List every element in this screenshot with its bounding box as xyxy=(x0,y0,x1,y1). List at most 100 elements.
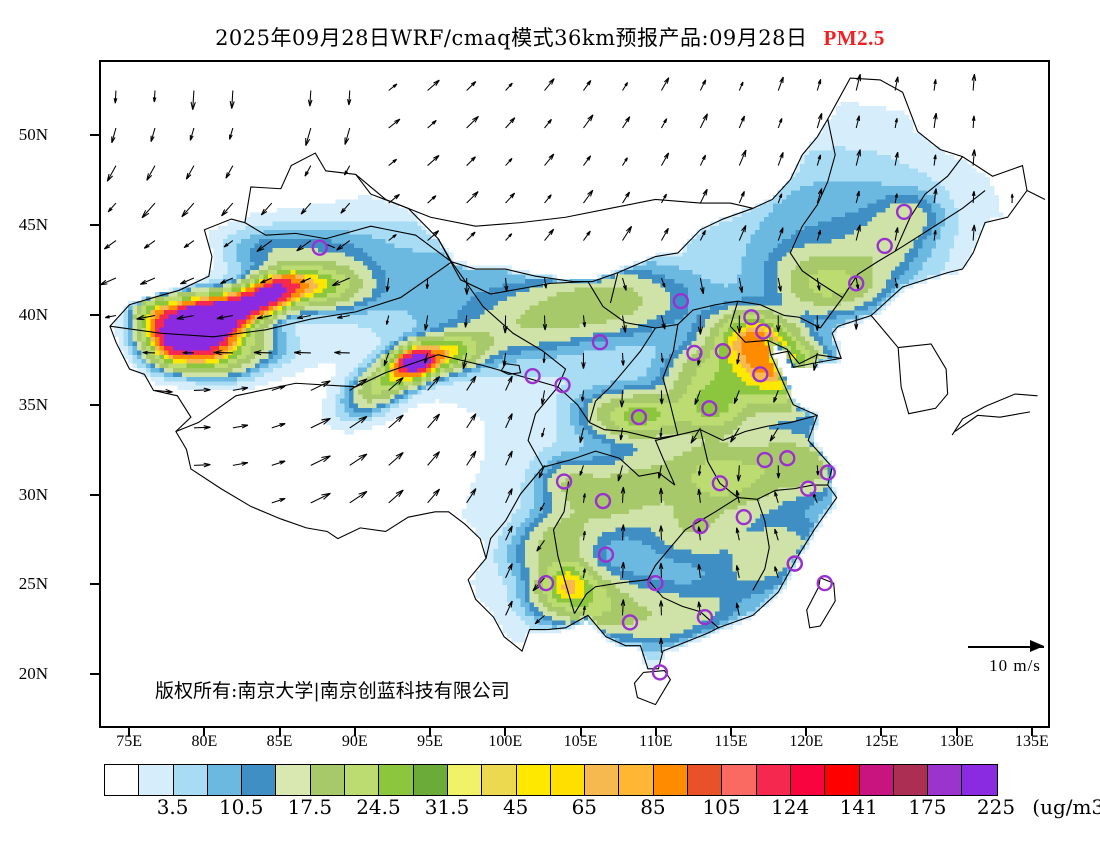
wind-vector xyxy=(101,277,117,286)
city-station-marker[interactable] xyxy=(735,509,752,526)
wind-vector xyxy=(816,112,823,129)
x-axis-tick-mark xyxy=(729,728,732,736)
city-station-marker[interactable] xyxy=(756,451,773,469)
wind-vector xyxy=(300,277,312,283)
city-station-marker[interactable] xyxy=(714,343,732,360)
wind-vector xyxy=(232,461,249,466)
colorbar-segment xyxy=(242,765,277,795)
city-station-marker[interactable] xyxy=(779,450,796,467)
city-station-marker[interactable] xyxy=(755,323,772,340)
wind-vector xyxy=(854,315,859,330)
wind-vector xyxy=(427,376,441,391)
city-station-marker[interactable] xyxy=(621,614,639,631)
wind-vector xyxy=(466,191,479,204)
wind-vector xyxy=(388,83,398,91)
wind-vector xyxy=(505,450,513,466)
x-axis-tick-mark xyxy=(955,728,958,736)
wind-vector xyxy=(104,314,117,319)
city-station-marker[interactable] xyxy=(591,334,609,351)
wind-vector xyxy=(736,315,742,334)
wind-vector xyxy=(232,386,249,391)
city-station-marker[interactable] xyxy=(524,367,541,385)
city-station-marker[interactable] xyxy=(630,409,648,426)
x-axis-tick-label: 105E xyxy=(563,733,598,750)
wind-vector xyxy=(536,540,545,552)
wind-vector xyxy=(260,202,273,216)
x-axis-tick-label: 130E xyxy=(939,733,974,750)
city-station-marker[interactable] xyxy=(701,400,718,417)
colorbar-tick-label: 31.5 xyxy=(424,795,470,819)
wind-vector xyxy=(620,486,626,503)
city-station-marker[interactable] xyxy=(848,275,865,292)
boundary-line xyxy=(662,300,738,436)
wind-vector xyxy=(660,227,669,241)
colorbar[interactable] xyxy=(104,764,998,796)
x-axis-tick-mark xyxy=(504,728,507,736)
wind-vector xyxy=(540,390,546,405)
wind-vector xyxy=(505,233,513,241)
city-station-marker[interactable] xyxy=(692,517,709,535)
colorbar-segment xyxy=(585,765,620,795)
y-axis-tick-label: 40N xyxy=(18,304,48,324)
city-station-marker[interactable] xyxy=(895,203,913,221)
wind-vector xyxy=(777,227,784,241)
city-station-marker[interactable] xyxy=(686,344,703,362)
city-station-marker[interactable] xyxy=(752,366,769,383)
wind-vector xyxy=(580,390,585,402)
city-station-marker[interactable] xyxy=(800,480,817,497)
city-station-marker[interactable] xyxy=(651,664,669,681)
wind-vector xyxy=(735,565,740,579)
city-station-marker[interactable] xyxy=(819,464,836,481)
colorbar-segment xyxy=(482,765,517,795)
map-plot-frame[interactable] xyxy=(99,60,1050,728)
boundary-line xyxy=(951,393,1038,436)
wind-vector xyxy=(310,455,331,466)
wind-vector xyxy=(111,127,117,144)
colorbar-segment xyxy=(550,765,586,795)
x-axis-tick-label: 90E xyxy=(341,733,368,750)
wind-vector xyxy=(660,77,670,91)
wind-vector xyxy=(344,127,351,145)
city-station-marker[interactable] xyxy=(696,609,714,626)
wind-vector xyxy=(176,314,195,320)
wind-vector xyxy=(816,154,822,166)
city-station-marker[interactable] xyxy=(537,575,555,592)
city-station-marker[interactable] xyxy=(876,237,893,255)
wind-vector xyxy=(466,115,479,129)
city-station-marker[interactable] xyxy=(311,239,328,256)
wind-vector xyxy=(933,154,937,166)
wind-vector xyxy=(294,350,311,356)
x-axis-tick-mark xyxy=(805,728,808,736)
wind-vector xyxy=(730,427,740,443)
wind-vector xyxy=(466,156,476,166)
wind-vector xyxy=(855,190,860,204)
y-axis-tick-mark xyxy=(90,583,99,586)
boundary-line xyxy=(654,434,678,486)
city-station-marker[interactable] xyxy=(672,293,690,310)
city-station-marker[interactable] xyxy=(555,473,573,490)
y-axis-tick-mark xyxy=(90,313,99,316)
wind-vector xyxy=(304,165,312,177)
wind-vector xyxy=(620,524,626,541)
wind-vector xyxy=(735,489,740,503)
city-station-marker[interactable] xyxy=(743,309,760,326)
city-station-marker[interactable] xyxy=(594,492,612,510)
wind-vector xyxy=(621,277,627,291)
wind-vector xyxy=(388,158,398,166)
city-station-marker[interactable] xyxy=(711,475,729,492)
wind-vector xyxy=(349,453,368,466)
city-station-marker[interactable] xyxy=(554,376,571,394)
city-station-marker[interactable] xyxy=(647,575,664,592)
wind-vector xyxy=(776,465,781,479)
wind-vector xyxy=(971,115,976,129)
wind-vector xyxy=(150,127,156,142)
boundary-line xyxy=(897,343,949,415)
wind-vector xyxy=(271,385,286,391)
wind-vector xyxy=(541,427,546,438)
city-station-marker[interactable] xyxy=(597,546,615,563)
city-station-marker[interactable] xyxy=(786,555,803,572)
wind-vector xyxy=(349,378,368,391)
wind-vector xyxy=(271,460,286,466)
wind-vector xyxy=(774,491,779,503)
city-station-marker[interactable] xyxy=(816,575,833,592)
